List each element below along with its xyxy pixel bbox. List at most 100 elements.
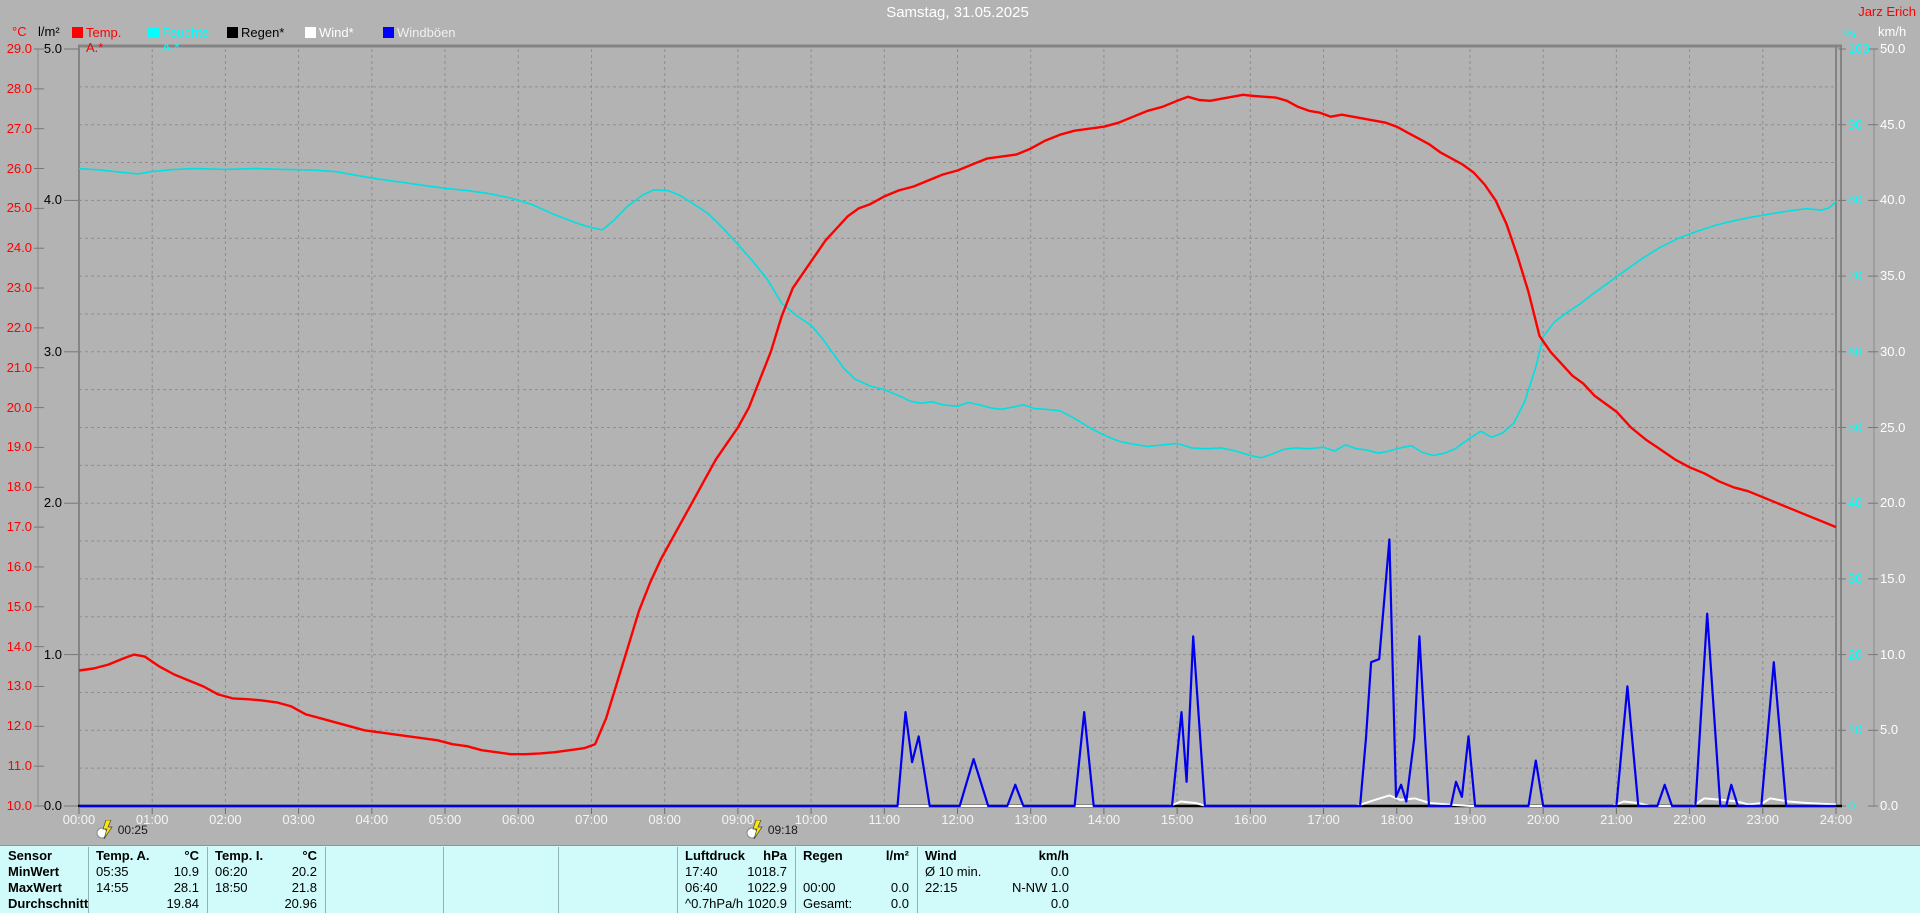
series-feuchte-a- [78, 167, 1837, 459]
event-marker-time: 09:18 [767, 823, 798, 837]
series-windböen [79, 538, 1836, 808]
humidity-tick-label: 20 [1848, 646, 1863, 662]
hour-label: 03:00 [282, 812, 315, 827]
hour-label: 04:00 [355, 812, 389, 827]
table-divider [917, 847, 918, 913]
hour-label: 05:00 [428, 812, 462, 827]
cell-value: 10.9 [173, 864, 199, 879]
table-column-header: Temp. I. °C [207, 848, 325, 864]
cell-text: Wind [925, 848, 957, 863]
rain-unit-label: l/m² [38, 24, 60, 39]
table-divider [207, 847, 208, 913]
table-divider [795, 847, 796, 913]
table-cell: 18:50 21.8 [207, 880, 325, 896]
table-cell: Gesamt: 0.0 [795, 896, 917, 912]
cell-value: 28.1 [173, 880, 199, 895]
table-cell: 19.84 [88, 896, 207, 912]
wind-tick-label: 15.0 [1880, 570, 1906, 586]
temp-tick-label: 28.0 [6, 80, 32, 96]
cell-text: 00:00 [803, 880, 836, 895]
event-marker-time: 00:25 [117, 823, 148, 837]
table-cell: 00:00 0.0 [795, 880, 917, 896]
user-name-label: Jarz Erich [1858, 4, 1916, 19]
cell-value: N-NW 1.0 [1011, 880, 1069, 895]
table-cell: 20.96 [207, 896, 325, 912]
hour-label: 12:00 [941, 812, 974, 827]
cell-value: °C [184, 848, 199, 863]
humidity-unit-label: % [1844, 26, 1856, 41]
table-divider [677, 847, 678, 913]
table-cell: 06:40 1022.9 [677, 880, 795, 896]
temp-tick-label: 16.0 [6, 558, 32, 574]
table-cell: 14:55 28.1 [88, 880, 207, 896]
humidity-tick-label: 80 [1848, 192, 1863, 208]
humidity-tick-label: 40 [1848, 495, 1863, 511]
wind-tick-label: 10.0 [1880, 646, 1906, 662]
temp-tick-label: 14.0 [6, 638, 32, 654]
humidity-tick-label: 30 [1848, 570, 1863, 586]
temp-tick-label: 21.0 [6, 359, 32, 375]
cell-text: 17:40 [685, 864, 718, 879]
hour-label: 02:00 [209, 812, 242, 827]
table-divider [443, 847, 444, 913]
cell-text: Temp. A. [96, 848, 150, 863]
hour-label: 15:00 [1160, 812, 1194, 827]
legend-label: Feuchte A.* [162, 25, 209, 55]
windboeen-swatch-icon [383, 27, 394, 38]
lightning-marker-icon [96, 819, 113, 840]
rain-tick-label: 4.0 [43, 192, 62, 208]
legend-label: Windböen [397, 25, 456, 40]
wind-tick-label: 20.0 [1880, 495, 1906, 511]
hour-label: 18:00 [1380, 812, 1414, 827]
temp-unit-label: °C [12, 24, 27, 39]
table-divider [325, 847, 326, 913]
window-title: Samstag, 31.05.2025 [886, 4, 1029, 21]
temp-tick-label: 29.0 [6, 41, 32, 56]
cell-text: 22:15 [925, 880, 958, 895]
hour-label: 23:00 [1746, 812, 1780, 827]
temp-a-swatch-icon [72, 27, 83, 38]
wind-tick-label: 45.0 [1880, 116, 1906, 132]
cell-value: 20.96 [284, 896, 317, 911]
cell-text: Luftdruck [685, 848, 745, 863]
temp-tick-label: 26.0 [6, 160, 32, 176]
summary-table: Sensor MinWert MaxWert Durchschnitt Temp. A.… [0, 845, 1920, 913]
cell-value: 0.0 [890, 880, 909, 895]
wind-swatch-icon [305, 27, 316, 38]
cell-text: MinWert [8, 864, 60, 879]
cell-text: Sensor [8, 848, 53, 863]
cell-text: 06:20 [215, 864, 248, 879]
hour-label: 21:00 [1600, 812, 1633, 827]
temp-tick-label: 13.0 [6, 678, 32, 694]
hour-label: 07:00 [575, 812, 608, 827]
hour-label: 16:00 [1234, 812, 1267, 827]
temp-tick-label: 22.0 [6, 319, 32, 335]
cell-value: 0.0 [890, 896, 909, 911]
table-cell: 05:35 10.9 [88, 864, 207, 880]
hour-label: 06:00 [501, 812, 535, 827]
table-divider [558, 847, 559, 913]
hour-label: 13:00 [1014, 812, 1047, 827]
cell-value: 1020.9 [747, 896, 787, 911]
regen-swatch-icon [227, 27, 238, 38]
humidity-tick-label: 0 [1848, 798, 1856, 813]
temp-tick-label: 19.0 [6, 439, 32, 455]
cell-text: Regen [803, 848, 843, 863]
temp-tick-label: 23.0 [6, 280, 32, 296]
humidity-tick-label: 90 [1848, 116, 1863, 132]
hour-label: 01:00 [135, 812, 169, 827]
table-cell: 22:15 N-NW 1.0 [917, 880, 1077, 896]
hour-label: 19:00 [1453, 812, 1487, 827]
table-column-header: Luftdruck hPa [677, 848, 795, 864]
legend-label: Temp. A.* [86, 25, 122, 55]
cell-text: 14:55 [96, 880, 129, 895]
wind-tick-label: 5.0 [1880, 722, 1899, 738]
hour-label: 14:00 [1087, 812, 1121, 827]
humidity-tick-label: 70 [1848, 268, 1863, 284]
hour-label: 10:00 [794, 812, 828, 827]
table-row-label: MinWert [0, 864, 84, 880]
table-cell: 06:20 20.2 [207, 864, 325, 880]
cell-value: 19.84 [166, 896, 199, 911]
hour-label: 08:00 [648, 812, 681, 827]
wind-tick-label: 25.0 [1880, 419, 1906, 435]
